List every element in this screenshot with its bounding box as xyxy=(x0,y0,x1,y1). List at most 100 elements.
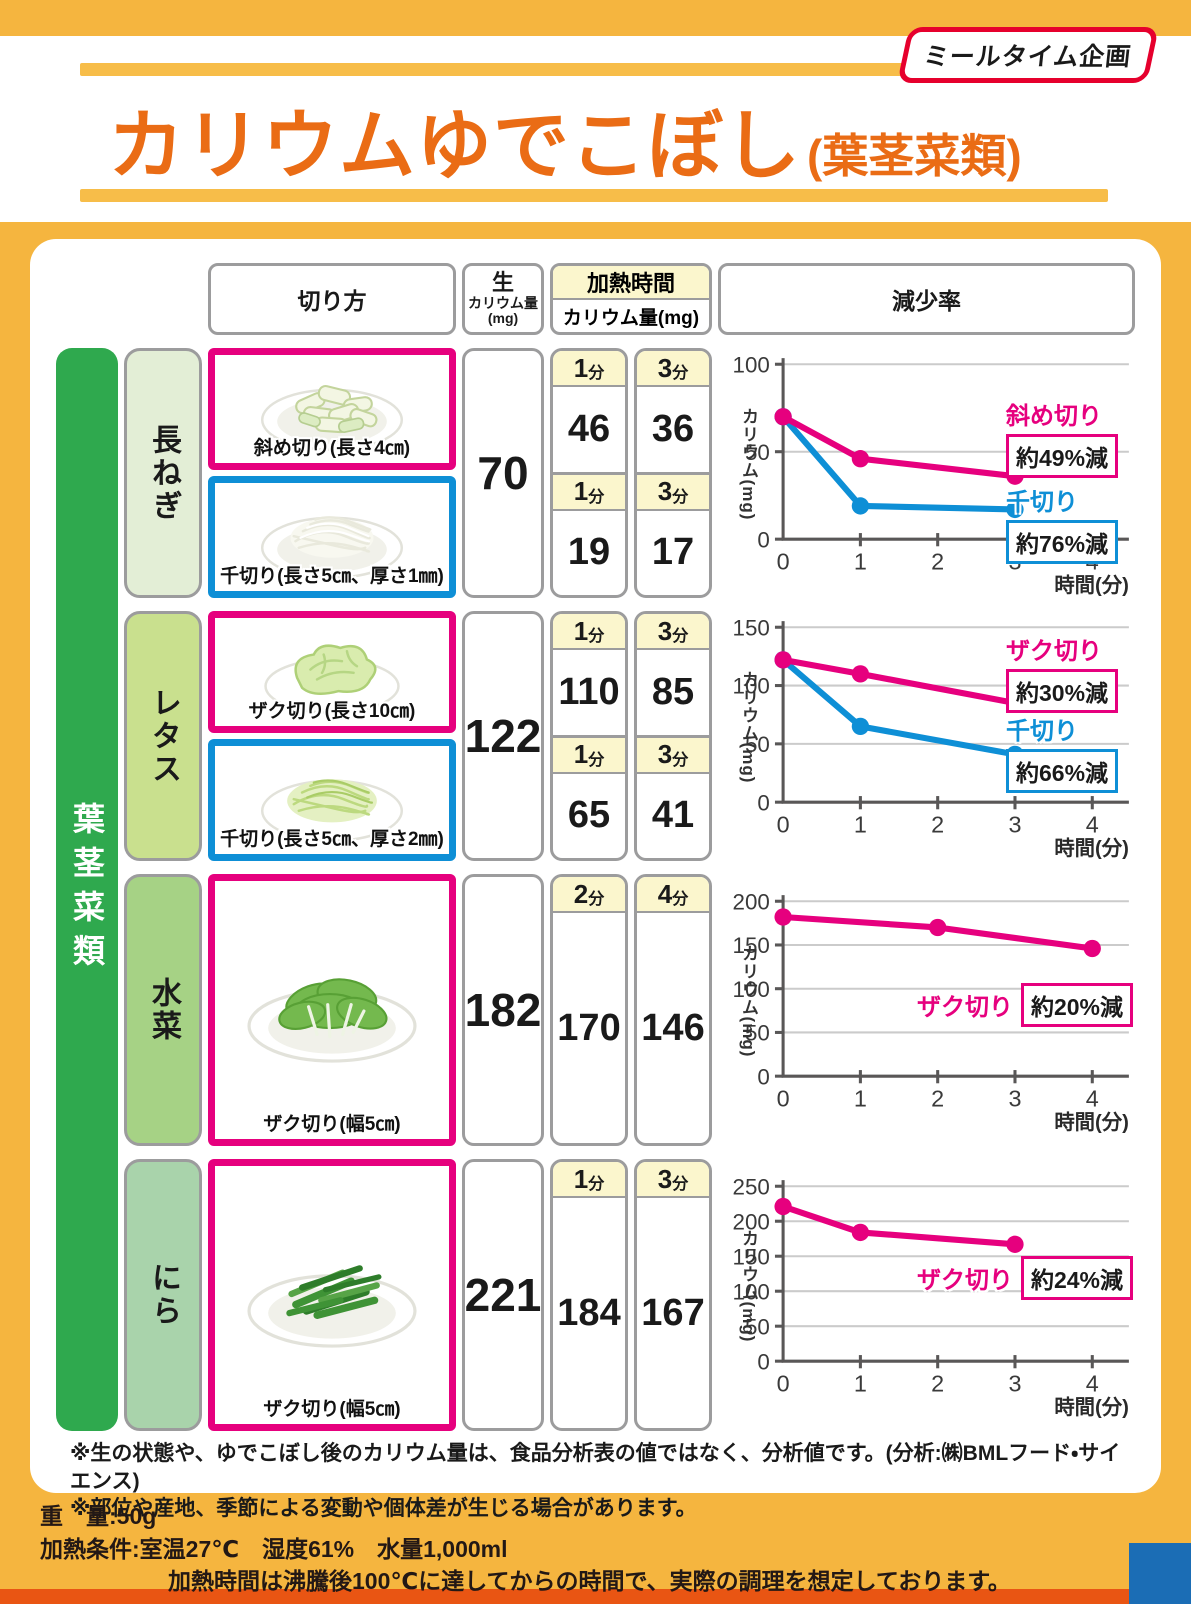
data-table-panel: 切り方 生 カリウム量 (mg) 加熱時間 カリウム量(mg) 減少率 葉茎菜類… xyxy=(30,239,1161,1520)
svg-text:4: 4 xyxy=(1086,812,1099,838)
svg-text:3: 3 xyxy=(1008,812,1021,838)
raw-value-mizuna: 182 xyxy=(462,874,544,1146)
legend-series-name: 斜め切り xyxy=(1006,402,1102,430)
row-label-lettuce: レタス xyxy=(124,611,202,861)
svg-text:時間(分): 時間(分) xyxy=(1054,1110,1129,1133)
legend-reduction-badge: 約24%減 xyxy=(1020,1255,1133,1300)
reduction-line-chart-3: 0 50 100 150 200 250 0 1 2 3 4時間(分) xyxy=(733,1174,1129,1418)
mizuna-illustration xyxy=(247,978,417,1063)
cut-caption: ザク切り(幅5㎝) xyxy=(263,1399,401,1420)
cut-caption: ザク切り(長さ10㎝) xyxy=(248,701,416,722)
chart-legend: ザク切り約30%減 xyxy=(1006,631,1119,713)
svg-text:時間(分): 時間(分) xyxy=(1054,1395,1129,1418)
photo-nira-chopped: ザク切り(幅5㎝) xyxy=(208,1159,456,1431)
svg-text:150: 150 xyxy=(733,933,770,958)
svg-text:0: 0 xyxy=(757,1349,769,1374)
chart-legend: 千切り 約66%減 xyxy=(1006,711,1119,793)
svg-text:2: 2 xyxy=(931,1086,944,1112)
category-bar: 葉茎菜類 xyxy=(56,348,118,1431)
svg-text:2: 2 xyxy=(931,1371,944,1397)
page-title-suffix: (葉茎菜類) xyxy=(807,130,1022,182)
svg-text:2: 2 xyxy=(931,812,944,838)
reduction-chart-naganegi: 05010001234時間(分)カリウム(mg)斜め切り約49%減千切り約76%… xyxy=(718,350,1135,596)
page-title-row: カリウムゆでこぼし (葉茎菜類) xyxy=(108,84,1022,194)
page-title: カリウムゆでこぼし xyxy=(108,104,801,189)
accent-line-top xyxy=(80,63,1102,76)
raw-value-nira: 221 xyxy=(462,1159,544,1431)
svg-text:0: 0 xyxy=(777,812,790,838)
condition-heating: 加熱条件:室温27℃ 湿度61% 水量1,000ml xyxy=(40,1535,508,1562)
legend-reduction-badge: 約30%減 xyxy=(1006,668,1119,713)
reduction-chart-mizuna: 0 50 100 150 200 0 1 2 3 4 時間(分) カリウム(mg) ザク切り 約20%減 xyxy=(718,887,1135,1133)
reduction-chart-nira: 0 50 100 150 200 250 0 1 2 3 4 時間(分) カリウム(mg) ザク切り 約24… xyxy=(718,1172,1135,1418)
y-axis-label: カリウム(mg) xyxy=(739,670,758,784)
condition-note: 加熱時間は沸騰後100℃に達してからの時間で、実際の調理を想定しております。 xyxy=(168,1568,1011,1595)
svg-text:0: 0 xyxy=(757,1064,769,1089)
bottom-orange-bar xyxy=(0,1589,1191,1604)
svg-text:100: 100 xyxy=(733,352,770,377)
svg-text:50: 50 xyxy=(745,1314,770,1339)
svg-text:100: 100 xyxy=(733,977,770,1002)
chart-legend: 斜め切り約49%減 xyxy=(1006,396,1119,478)
svg-text:50: 50 xyxy=(745,440,770,465)
svg-text:0: 0 xyxy=(777,1371,790,1397)
naganegi-shredded-illustration xyxy=(260,516,404,579)
footnotes: ※生の状態や、ゆでこぼし後のカリウム量は、食品分析表の値ではなく、分析値です。(… xyxy=(56,1440,1135,1523)
chart-legend: 千切り約76%減 xyxy=(1006,482,1119,564)
header-raw-potassium: 生 カリウム量 (mg) xyxy=(462,263,544,335)
legend-series-name: ザク切り xyxy=(916,994,1013,1022)
svg-text:200: 200 xyxy=(733,889,770,914)
lettuce-chopped-illustration xyxy=(264,644,400,714)
svg-text:2: 2 xyxy=(931,549,944,575)
legend-series-name: 千切り xyxy=(1006,717,1078,745)
legend-reduction-badge: 約49%減 xyxy=(1006,433,1119,478)
svg-text:3: 3 xyxy=(1008,1086,1021,1112)
reduction-line-chart-0: 05010001234時間(分) xyxy=(733,352,1129,596)
svg-text:50: 50 xyxy=(745,1021,770,1046)
photo-naganegi-shredded: 千切り(長さ5㎝、厚さ1㎜) xyxy=(208,476,456,598)
test-conditions: 重 量:50g 加熱条件:室温27℃ 湿度61% 水量1,000ml 加熱時間は… xyxy=(40,1500,1011,1598)
cut-caption: 斜め切り(長さ4㎝) xyxy=(253,438,411,459)
raw-value-lettuce: 122 xyxy=(462,611,544,861)
row-label-naganegi: 長ねぎ xyxy=(124,348,202,598)
chart-cell-lettuce: 0 50 100 150 0 1 2 3 4 時間(分) カリウム(mg) ザク切り 約30%減 千切り約… xyxy=(718,611,1135,861)
reduction-line-chart-2: 0 50 100 150 200 0 1 2 3 4時間(分) xyxy=(733,889,1129,1133)
footnote-analysis: ※生の状態や、ゆでこぼし後のカリウム量は、食品分析表の値ではなく、分析値です。(… xyxy=(70,1442,1121,1493)
svg-text:0: 0 xyxy=(757,790,769,815)
header-heating-time: 加熱時間 カリウム量(mg) xyxy=(550,263,712,335)
chart-cell-mizuna: 0 50 100 150 200 0 1 2 3 4 時間(分) カリウム(mg) ザク切り 約20%減 xyxy=(718,874,1135,1146)
row-label-mizuna: 水菜 xyxy=(124,874,202,1146)
photo-column-naganegi: 斜め切り(長さ4㎝) xyxy=(208,348,456,598)
photo-lettuce-chopped: ザク切り(長さ10㎝) xyxy=(208,611,456,733)
row-label-nira: にら xyxy=(124,1159,202,1431)
svg-text:1: 1 xyxy=(854,549,867,575)
svg-text:100: 100 xyxy=(733,674,770,699)
svg-text:時間(分): 時間(分) xyxy=(1054,836,1129,859)
cut-caption: 千切り(長さ5㎝、厚さ2㎜) xyxy=(220,829,444,850)
naganegi-diagonal-illustration xyxy=(260,384,404,451)
raw-value-naganegi: 70 xyxy=(462,348,544,598)
legend-reduction-badge: 約20%減 xyxy=(1020,982,1133,1027)
legend-series-name: ザク切り xyxy=(1006,637,1102,665)
svg-text:4: 4 xyxy=(1086,1086,1099,1112)
chart-cell-nira: 0 50 100 150 200 250 0 1 2 3 4 時間(分) カリウム(mg) ザク切り 約24… xyxy=(718,1159,1135,1431)
photo-column-lettuce: ザク切り(長さ10㎝) xyxy=(208,611,456,861)
legend-series-name: 千切り xyxy=(1006,488,1078,516)
legend-reduction-badge: 約76%減 xyxy=(1006,519,1119,564)
